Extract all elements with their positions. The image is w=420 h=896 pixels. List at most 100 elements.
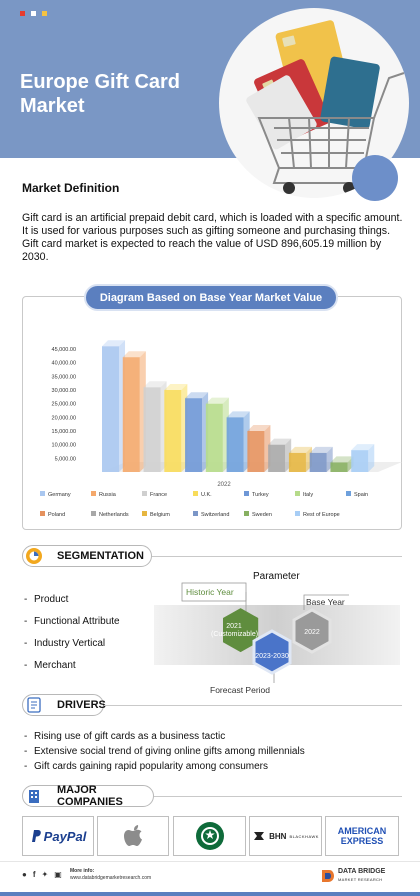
svg-text:U.K.: U.K. (201, 492, 212, 498)
chart-y-ticks: 45,000.00 40,000.00 35,000.00 30,000.00 25,0… (52, 347, 76, 462)
skype-icon[interactable]: ● (22, 870, 27, 879)
chart-y-tick-label: 10,000.00 (52, 443, 76, 449)
starbucks-logo-icon (195, 822, 224, 850)
decorative-circle (352, 155, 398, 201)
chart-y-tick-label: 35,000.00 (52, 374, 76, 380)
chart-legend-item: Sweden (244, 511, 272, 518)
chart-legend-item: Belgium (142, 511, 170, 518)
chart-bar (185, 392, 209, 472)
svg-text:France: France (150, 492, 167, 498)
company-starbucks (173, 816, 246, 856)
amex-logo-line1: AMERICAN (337, 826, 387, 836)
chart-legend-item: Spain (346, 491, 368, 498)
brand-line-2: MARKET RESEARCH (338, 877, 383, 882)
website-link[interactable]: www.databridgemarketresearch.com (70, 875, 152, 881)
chart-y-tick-label: 45,000.00 (52, 347, 76, 353)
chart-bar (164, 384, 188, 472)
chart-bar (102, 340, 126, 472)
drivers-label: DRIVERS (57, 699, 106, 711)
segmentation-icon (26, 548, 42, 564)
definition-heading: Market Definition (22, 181, 120, 195)
chart-legend-item: Germany (40, 491, 71, 498)
segmentation-list: Product Functional Attribute Industry Ve… (24, 589, 120, 677)
bhn-logo-icon (254, 832, 265, 840)
chart-bar (205, 397, 229, 472)
dot-white (31, 11, 36, 16)
title-line-2: Market (20, 95, 85, 117)
footer-accent-bar (0, 892, 420, 896)
social-links: ● f ✦ ▣ (22, 870, 62, 879)
driver-item: Rising use of gift cards as a business t… (24, 729, 305, 744)
chart-bar (351, 444, 375, 472)
twitter-icon[interactable]: ✦ (41, 870, 49, 879)
chart-legend-item: Italy (295, 491, 313, 498)
major-companies-label: MAJOR COMPANIES (57, 784, 123, 808)
blackhawk-logo-text: BLACKHAWK (289, 833, 319, 839)
svg-text:Belgium: Belgium (150, 512, 170, 518)
segment-item: Functional Attribute (24, 611, 120, 633)
segment-item: Industry Vertical (24, 633, 120, 655)
historic-year-value: 2021 (Customizable) (211, 623, 259, 639)
chart-y-tick-label: 5,000.00 (55, 456, 76, 462)
chart-legend-item: Switzerland (193, 511, 229, 518)
chart-bar (143, 381, 167, 472)
chart-bar (309, 446, 333, 472)
more-info: More info: www.databridgemarketresearch.… (70, 868, 151, 882)
svg-text:Switzerland: Switzerland (201, 512, 229, 518)
drivers-pill: DRIVERS (22, 694, 106, 716)
company-blackhawk: BHN BLACKHAWK (249, 816, 322, 856)
chart-title-pill: Diagram Based on Base Year Market Value (84, 284, 338, 311)
svg-text:Italy: Italy (303, 492, 313, 498)
chart-x-label: 2022 (217, 482, 231, 488)
chart-y-tick-label: 15,000.00 (52, 429, 76, 435)
svg-text:Germany: Germany (48, 492, 71, 498)
svg-text:Sweden: Sweden (252, 512, 272, 518)
drivers-list: Rising use of gift cards as a business t… (24, 729, 305, 774)
facebook-icon[interactable]: f (32, 870, 36, 879)
parameter-hexagons (154, 582, 400, 699)
driver-item: Gift cards gaining rapid popularity amon… (24, 759, 305, 774)
footer: ● f ✦ ▣ More info: www.databridgemarketr… (0, 861, 420, 896)
major-companies-pill: MAJOR COMPANIES (22, 784, 154, 808)
shopping-cart-icon (246, 20, 405, 194)
title-line-1: Europe Gift Card (20, 71, 181, 93)
brand-name: DATA BRIDGE MARKET RESEARCH (338, 868, 385, 884)
dot-red (20, 11, 25, 16)
company-american-express: AMERICAN EXPRESS (325, 816, 399, 856)
svg-text:Netherlands: Netherlands (99, 512, 129, 518)
bhn-logo-text: BHN (269, 831, 287, 841)
chart-bar (268, 438, 292, 472)
chart-legend: Germany Russia France U.K. Turkey Italy Spain P… (40, 491, 368, 518)
svg-text:Rest of Europe: Rest of Europe (303, 512, 340, 518)
dot-yellow (42, 11, 47, 16)
segment-item: Merchant (24, 655, 120, 677)
svg-text:Russia: Russia (99, 492, 117, 498)
chart-legend-item: Turkey (244, 491, 269, 498)
amex-logo-line2: EXPRESS (340, 836, 384, 846)
definition-text: Gift card is an artificial prepaid debit… (22, 212, 403, 263)
chart-legend-item: U.K. (193, 491, 212, 498)
parameter-title: Parameter (253, 571, 300, 582)
chart-bars (102, 340, 375, 472)
companies-divider (154, 796, 402, 797)
historic-year-note: (Customizable) (211, 631, 259, 638)
segment-item: Product (24, 589, 120, 611)
paypal-logo-text: PayPal (43, 828, 87, 844)
svg-text:Spain: Spain (354, 492, 368, 498)
historic-year-label: Historic Year (186, 587, 234, 597)
base-year-label: Base Year (306, 597, 345, 607)
chart-bar (288, 446, 312, 472)
page-title: Europe Gift Card Market (20, 70, 220, 118)
market-value-bar-chart: 45,000.00 40,000.00 35,000.00 30,000.00 25,0… (40, 340, 402, 518)
chart-legend-item: Netherlands (91, 511, 129, 518)
chart-y-tick-label: 40,000.00 (52, 361, 76, 367)
company-paypal: PayPal (22, 816, 94, 856)
parameter-diagram: Historic Year 2021 (Customizable) 2023-2… (154, 565, 400, 702)
brand-line-1: DATA BRIDGE (338, 868, 386, 875)
chart-y-tick-label: 25,000.00 (52, 402, 76, 408)
company-apple (97, 816, 169, 856)
instagram-icon[interactable]: ▣ (54, 870, 62, 879)
chart-legend-item: France (142, 491, 167, 498)
chart-y-tick-label: 20,000.00 (52, 415, 76, 421)
drivers-icon (27, 697, 41, 713)
